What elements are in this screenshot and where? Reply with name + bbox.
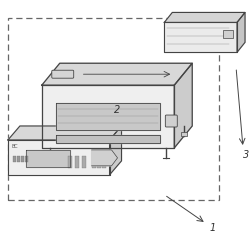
Polygon shape xyxy=(110,126,122,175)
Polygon shape xyxy=(164,12,245,22)
Bar xyxy=(8,18,219,200)
Bar xyxy=(68,156,72,168)
Bar xyxy=(223,30,233,38)
Text: 3: 3 xyxy=(243,150,249,160)
Polygon shape xyxy=(164,22,237,52)
Polygon shape xyxy=(92,150,118,166)
Bar xyxy=(181,132,187,136)
Bar xyxy=(75,156,79,168)
Bar xyxy=(21,156,24,162)
FancyBboxPatch shape xyxy=(52,70,74,78)
FancyBboxPatch shape xyxy=(165,115,177,127)
Bar xyxy=(96,156,100,168)
Bar xyxy=(17,156,20,162)
Polygon shape xyxy=(26,150,70,167)
Polygon shape xyxy=(8,126,121,140)
Polygon shape xyxy=(42,85,174,148)
Bar xyxy=(25,156,28,162)
Bar xyxy=(102,156,105,168)
Bar xyxy=(13,156,16,162)
Text: 2: 2 xyxy=(114,105,121,115)
Polygon shape xyxy=(56,103,160,130)
Bar xyxy=(82,156,86,168)
Bar xyxy=(92,156,96,168)
Text: BC: BC xyxy=(12,144,18,149)
Polygon shape xyxy=(42,63,192,85)
Polygon shape xyxy=(56,135,160,143)
Polygon shape xyxy=(174,63,192,148)
Text: 1: 1 xyxy=(209,222,216,232)
Polygon shape xyxy=(8,140,110,175)
Polygon shape xyxy=(237,12,245,52)
